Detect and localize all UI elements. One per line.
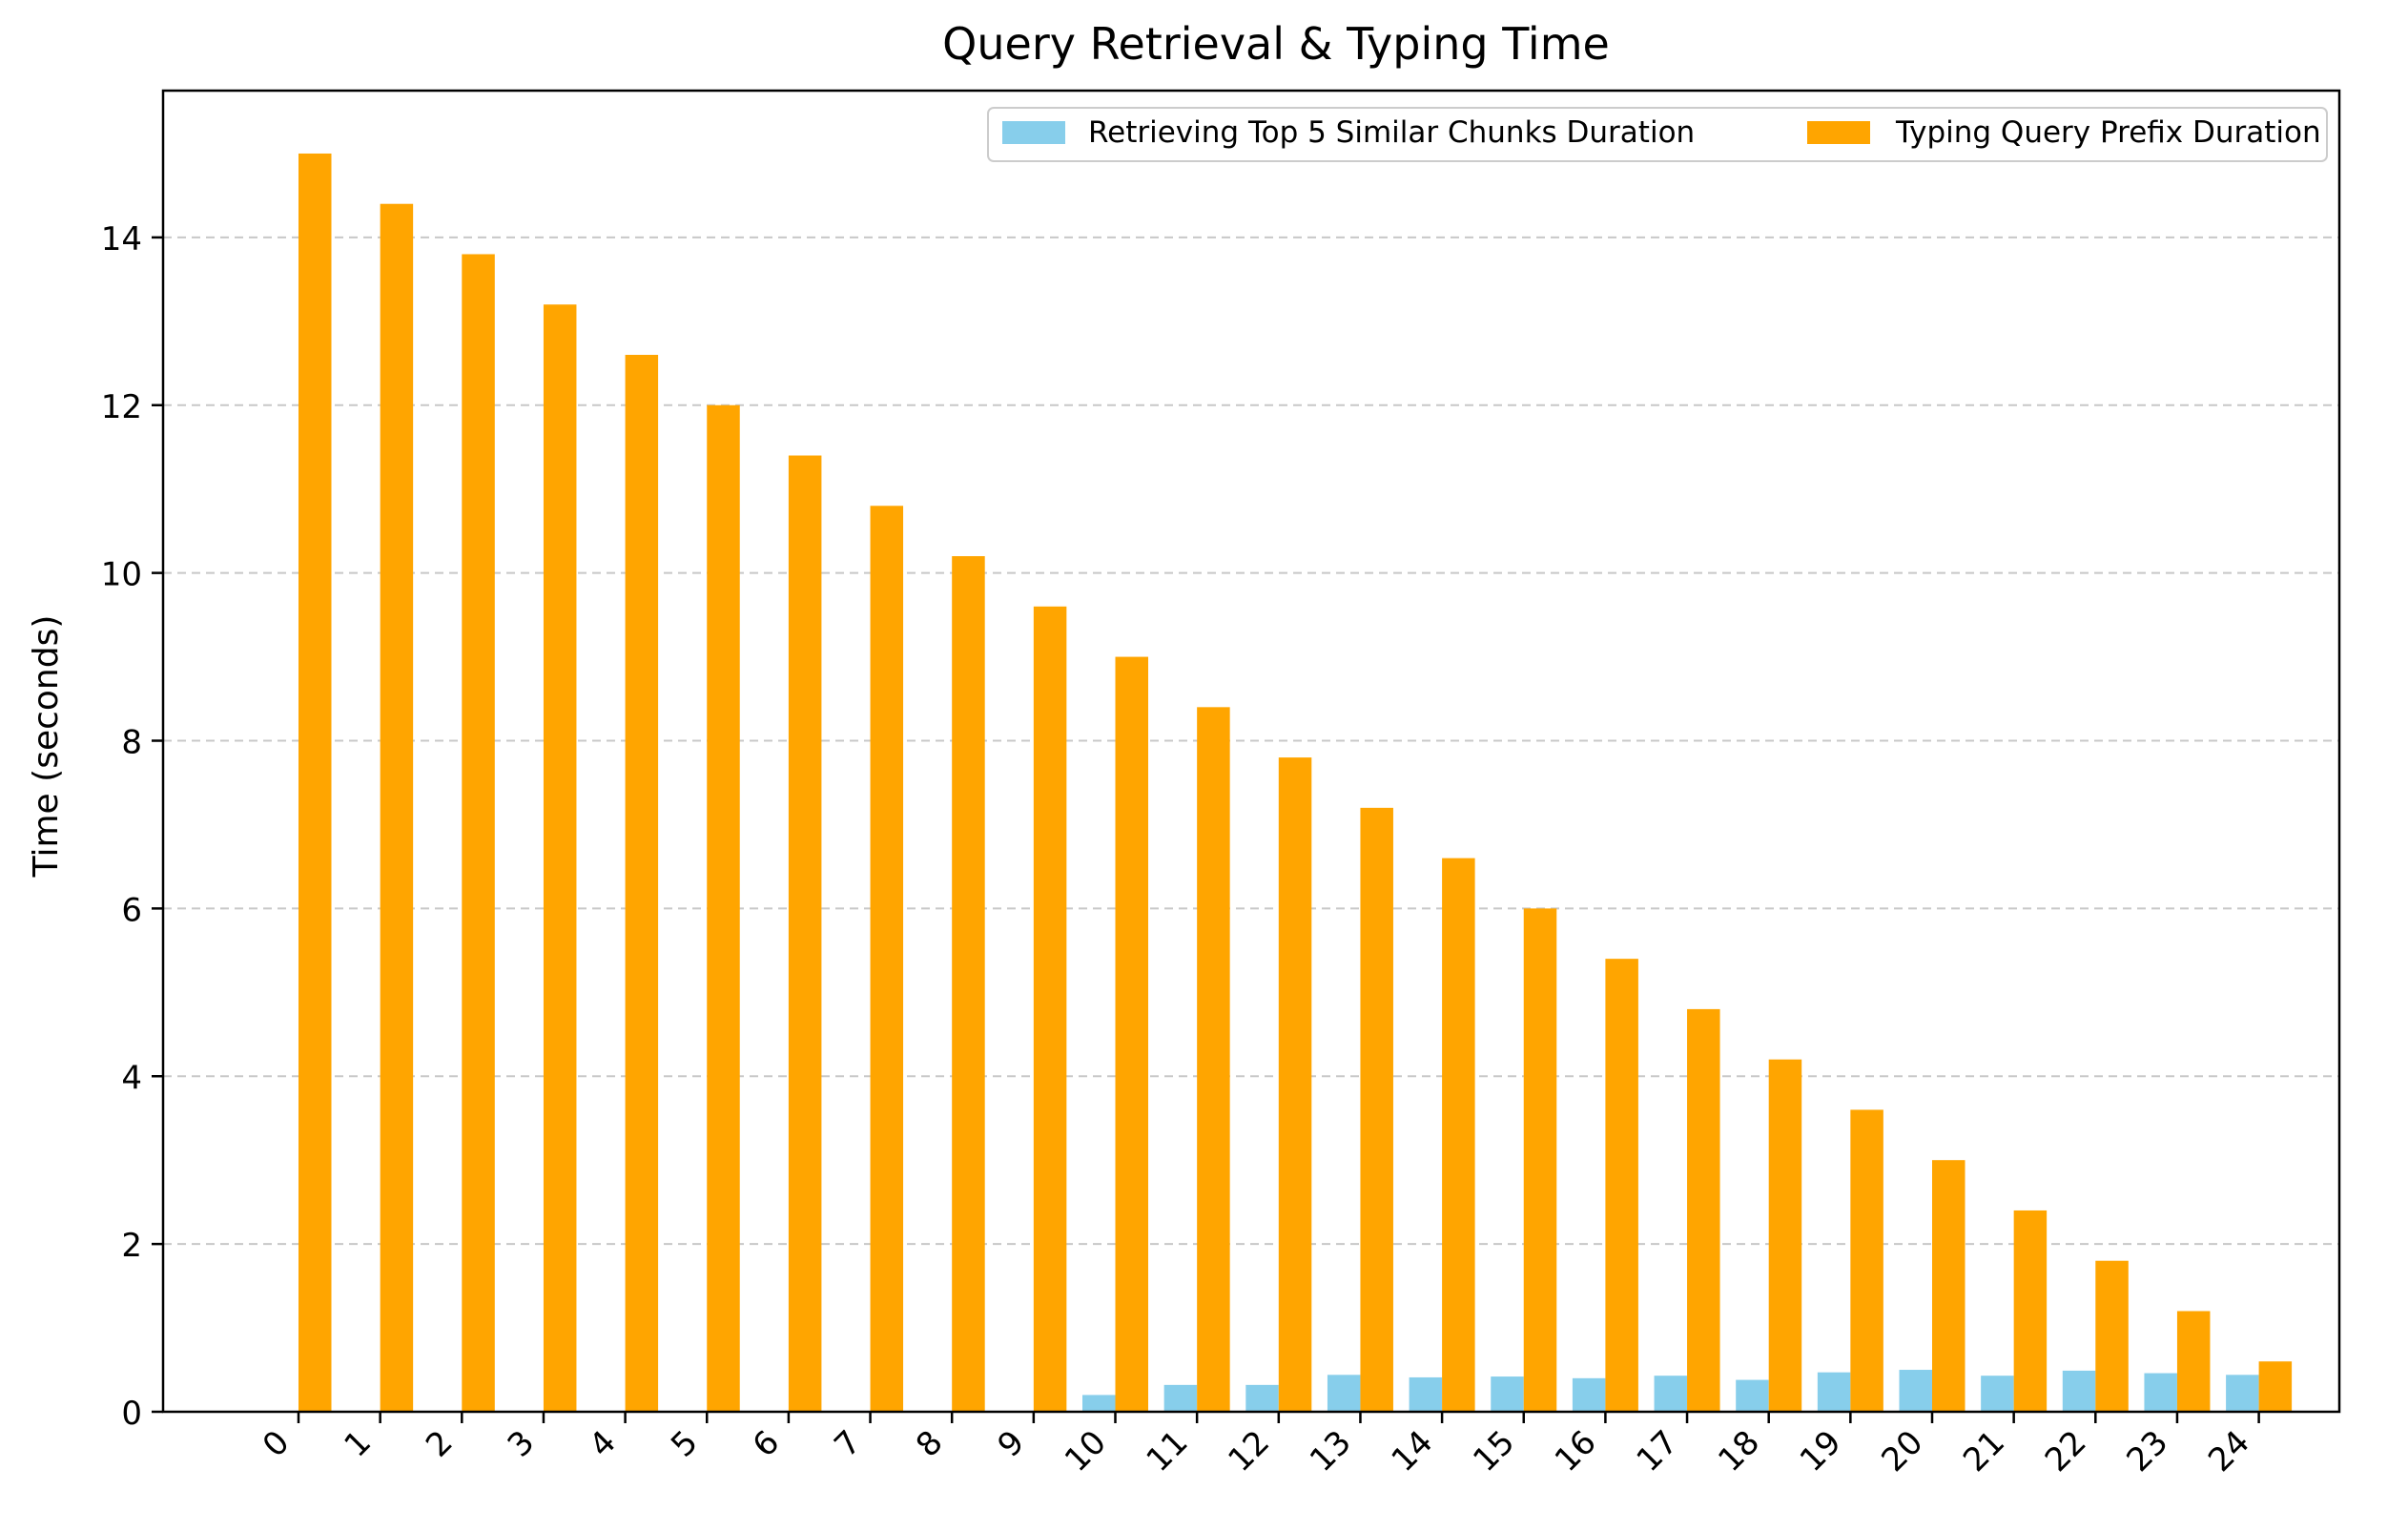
x-tick-label: 24: [2201, 1423, 2257, 1479]
legend-swatch: [1807, 121, 1870, 144]
x-tick-label: 2: [419, 1423, 461, 1465]
y-tick-label: 2: [121, 1227, 142, 1265]
bar-retrieval: [1654, 1376, 1688, 1412]
bar-typing: [1850, 1109, 1883, 1412]
x-tick-label: 1: [337, 1423, 379, 1465]
gridlines: [163, 236, 2339, 1246]
x-tick-label: 16: [1548, 1423, 1604, 1479]
x-tick-label: 19: [1793, 1423, 1849, 1479]
x-tick-label: 15: [1466, 1423, 1522, 1479]
bar-retrieval: [2226, 1375, 2259, 1412]
bar-typing: [298, 153, 332, 1412]
x-tick-label: 8: [909, 1423, 951, 1465]
bar-typing: [952, 556, 985, 1412]
legend-label: Retrieving Top 5 Similar Chunks Duration: [1088, 115, 1695, 150]
y-tick-label: 12: [101, 388, 142, 426]
y-axis: 0 2 4 6 8 10 12 14: [101, 220, 163, 1433]
bar-retrieval: [1572, 1377, 1606, 1412]
bar-typing: [1115, 656, 1148, 1412]
x-tick-label: 20: [1874, 1423, 1930, 1479]
legend-label: Typing Query Prefix Duration: [1895, 115, 2321, 150]
legend: Retrieving Top 5 Similar Chunks Duration…: [987, 107, 2328, 162]
x-tick-label: 23: [2119, 1423, 2175, 1479]
legend-swatch: [1002, 121, 1065, 144]
bar-typing: [2013, 1210, 2048, 1412]
y-tick-label: 4: [121, 1059, 142, 1097]
x-tick-label: 5: [664, 1423, 706, 1465]
x-axis: 0 1 2 3 4 5 6 7 8 9 10 11 12 13 14 15 16 17 18 19 20 21 22 23 24: [256, 1412, 2260, 1479]
x-tick-label: 11: [1140, 1423, 1196, 1479]
bar-typing: [1523, 908, 1557, 1412]
x-tick-label: 21: [1956, 1423, 2012, 1479]
chart-title: Query Retrieval & Typing Time: [942, 18, 1610, 70]
x-tick-label: 14: [1385, 1423, 1441, 1479]
bar-typing: [1033, 606, 1067, 1412]
bar-typing: [707, 404, 740, 1412]
x-tick-label: 3: [501, 1423, 543, 1465]
bar-typing: [1278, 757, 1312, 1412]
x-tick-label: 18: [1711, 1423, 1767, 1479]
x-tick-label: 4: [582, 1423, 624, 1465]
bar-retrieval: [1163, 1384, 1198, 1412]
legend-box: [987, 107, 2328, 162]
x-tick-label: 13: [1303, 1423, 1359, 1479]
bar-retrieval: [1409, 1376, 1443, 1412]
bar-retrieval: [1817, 1372, 1851, 1412]
x-tick-label: 22: [2038, 1423, 2094, 1479]
x-tick-label: 17: [1630, 1423, 1686, 1479]
bar-typing: [625, 355, 659, 1412]
bar-typing: [2258, 1361, 2293, 1412]
y-tick-label: 10: [101, 556, 142, 594]
x-tick-label: 6: [746, 1423, 788, 1465]
x-tick-label: 10: [1058, 1423, 1114, 1479]
y-tick-label: 0: [121, 1395, 142, 1433]
bar-retrieval: [1245, 1384, 1279, 1412]
x-tick-label: 0: [256, 1423, 298, 1465]
bar-typing: [1605, 959, 1638, 1412]
x-tick-label: 7: [827, 1423, 869, 1465]
bar-retrieval: [1082, 1395, 1116, 1412]
bar-typing: [788, 455, 822, 1412]
bar-typing: [462, 254, 495, 1412]
plot-frame: [161, 89, 2341, 1414]
bar-typing: [1687, 1008, 1720, 1412]
bar-retrieval: [1899, 1370, 1932, 1412]
bar-retrieval: [1327, 1375, 1361, 1412]
y-axis-label: Time (seconds): [27, 615, 66, 879]
y-tick-label: 14: [101, 220, 142, 259]
bar-typing: [1442, 858, 1475, 1412]
bar-retrieval: [1491, 1376, 1524, 1412]
bars: [298, 153, 2293, 1413]
bar-retrieval: [2062, 1370, 2096, 1412]
bar-typing: [2095, 1260, 2129, 1412]
y-tick-label: 8: [121, 724, 142, 762]
bar-typing: [1932, 1160, 1966, 1412]
bar-retrieval: [1736, 1379, 1769, 1412]
bar-typing: [1197, 707, 1230, 1412]
bar-typing: [870, 506, 904, 1412]
x-tick-label: 9: [991, 1423, 1033, 1465]
bar-typing: [1360, 807, 1393, 1412]
y-tick-label: 6: [121, 891, 142, 929]
bar-typing: [2176, 1311, 2211, 1412]
bar-retrieval: [2144, 1373, 2177, 1412]
bar-typing: [1768, 1059, 1802, 1412]
bar-typing: [380, 203, 414, 1413]
bar-retrieval: [1981, 1376, 2014, 1412]
x-tick-label: 12: [1221, 1423, 1277, 1479]
bar-typing: [543, 304, 577, 1413]
